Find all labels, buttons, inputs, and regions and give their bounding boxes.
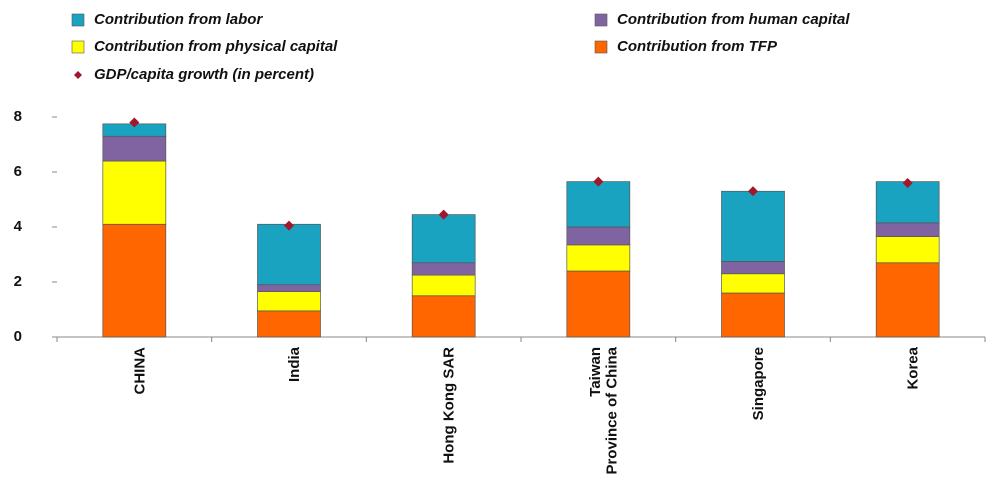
legend-swatch bbox=[594, 40, 608, 54]
bar-segment bbox=[721, 190, 785, 262]
x-tick-label: Hong Kong SAR bbox=[441, 347, 458, 464]
bar-segment bbox=[411, 262, 476, 276]
bar-segment bbox=[566, 226, 631, 246]
bar-segment bbox=[875, 236, 940, 264]
bar-segment bbox=[566, 244, 631, 272]
bar-segment bbox=[875, 181, 940, 224]
bar-segment bbox=[721, 292, 785, 338]
bar-segment bbox=[875, 222, 940, 237]
x-tick-label: Korea bbox=[905, 346, 922, 389]
bar-segment bbox=[257, 291, 321, 312]
marker bbox=[129, 117, 140, 128]
legend-label: Contribution from TFP bbox=[617, 38, 778, 55]
x-tick-label: CHINA bbox=[131, 347, 148, 395]
bar-segment bbox=[721, 261, 785, 275]
legend-marker bbox=[74, 71, 82, 79]
marker bbox=[438, 209, 449, 220]
y-tick-label: 4 bbox=[14, 218, 23, 235]
bar-segment bbox=[257, 310, 321, 338]
legend-label: Contribution from physical capital bbox=[94, 38, 338, 55]
y-tick-label: 8 bbox=[14, 108, 22, 125]
legend-label: Contribution from human capital bbox=[617, 11, 850, 28]
marker bbox=[902, 178, 913, 188]
bar-segment bbox=[875, 262, 940, 338]
legend-swatch bbox=[594, 13, 608, 27]
bar-segment bbox=[102, 135, 167, 162]
x-tick-label: India bbox=[286, 346, 303, 382]
marker bbox=[748, 186, 758, 197]
y-tick-label: 0 bbox=[14, 328, 22, 345]
bar-segment bbox=[566, 270, 631, 338]
bar-segment bbox=[102, 160, 167, 225]
bar-segment bbox=[411, 295, 476, 338]
bar-segment bbox=[257, 223, 321, 286]
marker bbox=[593, 176, 604, 187]
x-tick-label: TaiwanProvince of China bbox=[587, 346, 621, 474]
bar-segment bbox=[411, 274, 476, 297]
y-tick-label: 2 bbox=[14, 273, 22, 290]
legend-label: GDP/capita growth (in percent) bbox=[94, 66, 314, 83]
bar-segment bbox=[257, 284, 321, 292]
legend-label: Contribution from labor bbox=[94, 11, 263, 28]
bar-segment bbox=[102, 223, 167, 338]
x-tick-label: Singapore bbox=[750, 347, 767, 420]
bar-segment bbox=[566, 181, 631, 228]
legend-swatch bbox=[71, 40, 85, 54]
bar-segment bbox=[411, 214, 476, 264]
legend-swatch bbox=[71, 13, 85, 27]
bar-segment bbox=[721, 273, 785, 294]
y-tick-label: 6 bbox=[14, 163, 22, 180]
marker bbox=[284, 220, 294, 231]
